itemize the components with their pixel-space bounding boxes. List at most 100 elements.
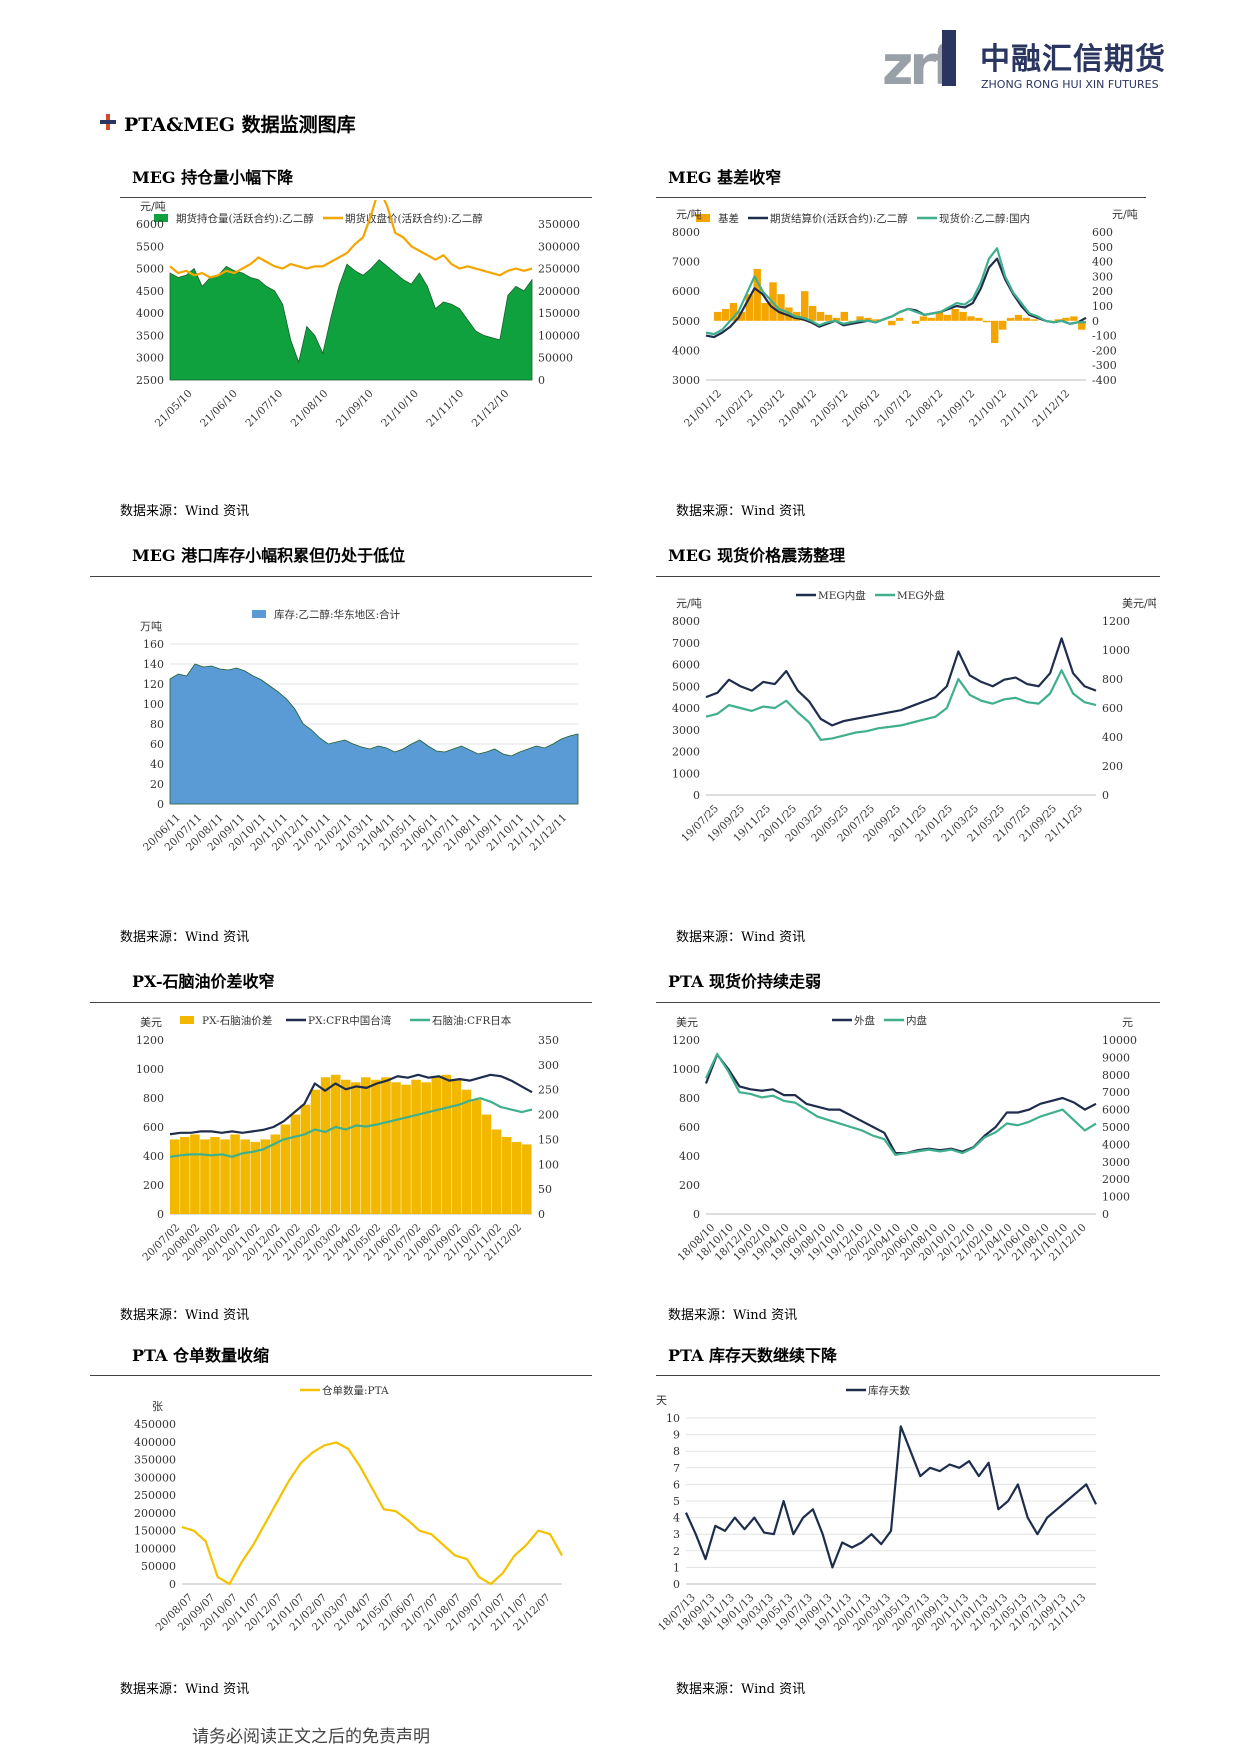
bar bbox=[721, 308, 730, 321]
legend: 期货持仓量(活跃合约):乙二醇 期货收盘价(活跃合约):乙二醇 bbox=[154, 212, 483, 225]
right-tick-label: 2000 bbox=[1102, 1173, 1130, 1186]
panel-rule-3 bbox=[90, 576, 592, 577]
x-tick-label: 21/05/10 bbox=[153, 388, 195, 430]
bar bbox=[441, 1074, 452, 1214]
bar bbox=[481, 1114, 492, 1214]
series-2 bbox=[705, 257, 1087, 339]
legend-label: 内盘 bbox=[906, 1014, 927, 1027]
legend-label: MEG内盘 bbox=[818, 589, 866, 602]
bar bbox=[260, 1139, 271, 1214]
bar bbox=[1022, 317, 1031, 321]
bar bbox=[240, 1139, 250, 1214]
left-tick-label: 5000 bbox=[672, 315, 700, 328]
left-tick-label: 200000 bbox=[134, 1507, 176, 1520]
bar bbox=[753, 269, 761, 321]
right-tick-label: -200 bbox=[1092, 344, 1117, 357]
right-tick-label: 6000 bbox=[1102, 1104, 1130, 1117]
right-tick-label: 100 bbox=[1092, 300, 1113, 313]
right-tick-label: -100 bbox=[1092, 330, 1117, 343]
right-tick-label: 200 bbox=[1102, 760, 1123, 773]
bar bbox=[991, 320, 999, 343]
left-tick-label: 400000 bbox=[134, 1436, 176, 1449]
left-tick-label: 4500 bbox=[136, 285, 164, 298]
chart-px-naphtha-spread: PX-石脑油价差 PX:CFR中国台湾 石脑油:CFR日本 美元 0 200 400 600 8… bbox=[120, 1010, 592, 1300]
right-tick-label: 150 bbox=[538, 1133, 559, 1146]
panel-source-7: 数据来源：Wind 资讯 bbox=[120, 1682, 250, 1697]
logo-mark: zrf bbox=[882, 30, 960, 96]
series-1 bbox=[684, 1425, 1097, 1569]
left-axis-unit: 元/吨 bbox=[140, 200, 166, 213]
legend-swatch bbox=[180, 1016, 194, 1024]
bar bbox=[190, 1134, 200, 1214]
series-1 bbox=[704, 1053, 1097, 1155]
panel-source-1: 数据来源：Wind 资讯 bbox=[120, 504, 250, 519]
legend-label: 期货收盘价(活跃合约):乙二醇 bbox=[345, 212, 483, 225]
right-tick-label: 350000 bbox=[538, 218, 580, 231]
series-line bbox=[705, 637, 1097, 727]
left-tick-label: 40 bbox=[150, 758, 164, 771]
left-tick-label: 60 bbox=[150, 738, 164, 751]
legend: 仓单数量:PTA bbox=[300, 1384, 389, 1397]
left-tick-label: 9 bbox=[673, 1429, 680, 1442]
bar bbox=[180, 1136, 190, 1214]
panel-title-8: PTA 库存天数继续下降 bbox=[668, 1346, 838, 1365]
right-tick-label: 4000 bbox=[1102, 1138, 1130, 1151]
right-tick-label: 8000 bbox=[1102, 1069, 1130, 1082]
left-tick-label: 1200 bbox=[136, 1034, 164, 1047]
series-line bbox=[169, 1073, 533, 1136]
section-title-text: PTA&MEG 数据监测图库 bbox=[124, 114, 356, 136]
left-tick-label: 6 bbox=[673, 1478, 680, 1491]
left-tick-label: 250000 bbox=[134, 1489, 176, 1502]
bar bbox=[411, 1079, 421, 1214]
right-tick-label: 1200 bbox=[1102, 615, 1130, 628]
right-tick-label: -400 bbox=[1092, 374, 1117, 387]
bar bbox=[1078, 320, 1086, 330]
panel-title-6: PTA 现货价持续走弱 bbox=[668, 972, 822, 991]
chart-svg: 基差 期货结算价(活跃合约):乙二醇 现货价:乙二醇:国内元/吨 元/吨3000400… bbox=[672, 208, 1138, 429]
left-tick-label: 3000 bbox=[672, 724, 700, 737]
bar bbox=[967, 316, 975, 321]
series-2 bbox=[705, 669, 1097, 741]
legend-label: MEG外盘 bbox=[897, 589, 945, 602]
bar bbox=[998, 320, 1007, 330]
bar bbox=[896, 317, 904, 321]
legend-label: 现货价:乙二醇:国内 bbox=[939, 212, 1030, 225]
panel-title-5: PX-石脑油价差收窄 bbox=[132, 972, 275, 991]
chart-svg: 外盘 内盘 美元 元 0 200 400 600 800 1000 1200 0 1000 2000 300… bbox=[672, 1014, 1137, 1263]
series-line bbox=[704, 1053, 1097, 1155]
left-tick-label: 4000 bbox=[672, 702, 700, 715]
bar bbox=[1030, 319, 1038, 321]
right-tick-label: 200 bbox=[1092, 285, 1113, 298]
left-tick-label: 6000 bbox=[136, 218, 164, 231]
bar bbox=[361, 1077, 371, 1214]
legend-label: 外盘 bbox=[854, 1014, 875, 1027]
left-axis-unit: 美元 bbox=[140, 1016, 162, 1029]
bar bbox=[1006, 317, 1015, 321]
bar bbox=[170, 1139, 180, 1214]
x-tick-label: 21/07/10 bbox=[243, 388, 285, 430]
legend-label: 库存天数 bbox=[868, 1384, 910, 1397]
bar bbox=[501, 1136, 512, 1214]
x-tick-label: 21/08/10 bbox=[289, 388, 331, 430]
bar bbox=[471, 1099, 482, 1214]
series-3 bbox=[169, 1097, 533, 1158]
chart-pta-warehouse-receipts: 仓单数量:PTA 张 0 50000 100000 150000 200000 250000 3… bbox=[120, 1380, 592, 1670]
left-tick-label: 20 bbox=[150, 778, 164, 791]
left-tick-label: 2000 bbox=[672, 746, 700, 759]
series-2 bbox=[169, 187, 533, 279]
bar bbox=[421, 1082, 431, 1214]
left-tick-label: 450000 bbox=[134, 1418, 176, 1431]
bar bbox=[935, 311, 943, 321]
legend: 库存天数 bbox=[846, 1384, 910, 1397]
right-tick-label: 500 bbox=[1092, 241, 1113, 254]
right-tick-label: 100000 bbox=[538, 329, 580, 342]
right-tick-label: 50 bbox=[538, 1183, 552, 1196]
chart-pta-spot-price: 外盘 内盘 美元 元 0 200 400 600 800 1000 1200 0 1000 2000 300… bbox=[656, 1010, 1156, 1300]
legend: MEG内盘 MEG外盘 bbox=[796, 589, 945, 602]
bar bbox=[808, 306, 817, 321]
left-tick-label: 2500 bbox=[136, 374, 164, 387]
panel-source-6: 数据来源：Wind 资讯 bbox=[668, 1308, 798, 1323]
left-tick-label: 160 bbox=[143, 638, 164, 651]
left-tick-label: 0 bbox=[157, 1208, 164, 1221]
logo-mark-accent bbox=[942, 30, 956, 86]
